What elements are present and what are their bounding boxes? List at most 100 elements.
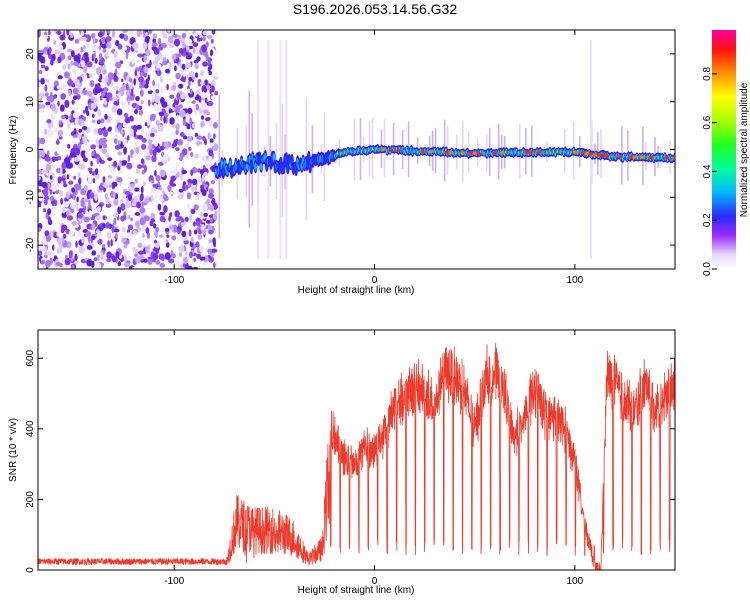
noise-blob (140, 186, 144, 194)
noise-blob (200, 104, 206, 112)
noise-blob (212, 213, 217, 220)
noise-blob (134, 109, 138, 115)
noise-blob (78, 245, 85, 254)
noise-blob (115, 233, 118, 239)
noise-blob (57, 176, 62, 184)
noise-blob (212, 133, 216, 140)
noise-blob (56, 30, 62, 35)
noise-blob (212, 122, 218, 129)
noise-blob (41, 169, 48, 175)
noise-blob (203, 87, 207, 93)
noise-blob (129, 84, 132, 91)
noise-blob (122, 30, 129, 33)
noise-blob (134, 212, 140, 216)
noise-blob (61, 211, 68, 218)
noise-blob (144, 30, 149, 34)
noise-blob (179, 109, 186, 118)
noise-blob (44, 128, 47, 135)
noise-blob (102, 129, 109, 137)
noise-blob (106, 41, 112, 49)
noise-blob (88, 210, 93, 218)
track-mid (290, 156, 294, 165)
noise-blob (45, 163, 52, 171)
noise-blob (151, 42, 158, 47)
noise-blob (67, 123, 71, 130)
noise-blob (66, 215, 74, 221)
snr-ytick-label: 400 (25, 420, 36, 437)
noise-blob (108, 184, 112, 188)
noise-blob (171, 54, 177, 60)
noise-blob (71, 187, 76, 193)
noise-blob (202, 135, 206, 141)
track-hotspot (492, 151, 497, 155)
noise-blob (62, 174, 66, 179)
noise-blob (101, 91, 106, 97)
noise-blob (162, 33, 168, 39)
noise-blob (45, 260, 51, 268)
noise-blob (123, 34, 129, 42)
noise-blob (126, 203, 132, 208)
noise-blob (187, 38, 193, 44)
noise-blob (186, 88, 191, 94)
noise-blob (92, 37, 96, 45)
noise-blob (203, 212, 209, 217)
noise-blob (132, 247, 136, 252)
noise-blob (211, 197, 216, 206)
noise-blob (195, 221, 201, 227)
noise-blob (190, 169, 194, 177)
noise-blob (208, 229, 214, 235)
noise-blob (57, 129, 64, 137)
noise-blob (191, 123, 196, 129)
noise-blob (116, 108, 123, 116)
noise-blob (39, 96, 42, 103)
noise-blob (181, 230, 187, 238)
noise-blob (152, 79, 156, 87)
noise-blob (95, 139, 100, 144)
noise-blob (187, 107, 193, 114)
noise-blob (45, 92, 49, 98)
noise-blob (97, 128, 103, 136)
noise-blob (147, 99, 151, 107)
noise-blob (132, 42, 139, 49)
noise-blob (144, 164, 147, 173)
noise-blob (134, 220, 140, 229)
noise-blob (64, 99, 70, 108)
noise-blob (38, 108, 45, 113)
noise-blob (206, 186, 209, 192)
noise-blob (163, 193, 167, 200)
noise-blob (72, 192, 76, 201)
noise-blob (38, 137, 41, 146)
noise-blob (152, 33, 158, 39)
noise-blob (83, 45, 86, 50)
noise-blob (82, 66, 88, 73)
noise-blob (113, 160, 117, 167)
noise-blob (57, 156, 62, 161)
noise-blob (136, 30, 142, 37)
noise-blob (72, 112, 79, 119)
track-hotspot (472, 151, 477, 155)
noise-blob (166, 59, 169, 64)
noise-blob (150, 194, 154, 202)
noise-blob (186, 265, 193, 269)
snr-ticks: -100 0 100 0 200 400 600 (25, 330, 675, 587)
noise-blob (200, 37, 203, 42)
noise-blob (203, 171, 209, 177)
noise-blob (114, 144, 121, 150)
noise-blob (95, 262, 102, 269)
noise-blob (105, 36, 112, 42)
noise-blob (93, 208, 96, 214)
noise-blob (64, 257, 71, 266)
noise-blob (127, 98, 131, 106)
noise-blob (46, 119, 52, 124)
noise-blob (85, 56, 88, 64)
noise-blob (116, 176, 123, 183)
noise-blob (121, 247, 124, 252)
noise-blob (208, 193, 214, 199)
noise-blob (51, 103, 56, 111)
noise-blob (134, 70, 138, 77)
noise-blob (181, 159, 185, 166)
noise-blob (93, 257, 98, 262)
noise-blob (153, 223, 157, 229)
noise-blob (68, 251, 73, 259)
noise-blob (208, 156, 213, 163)
